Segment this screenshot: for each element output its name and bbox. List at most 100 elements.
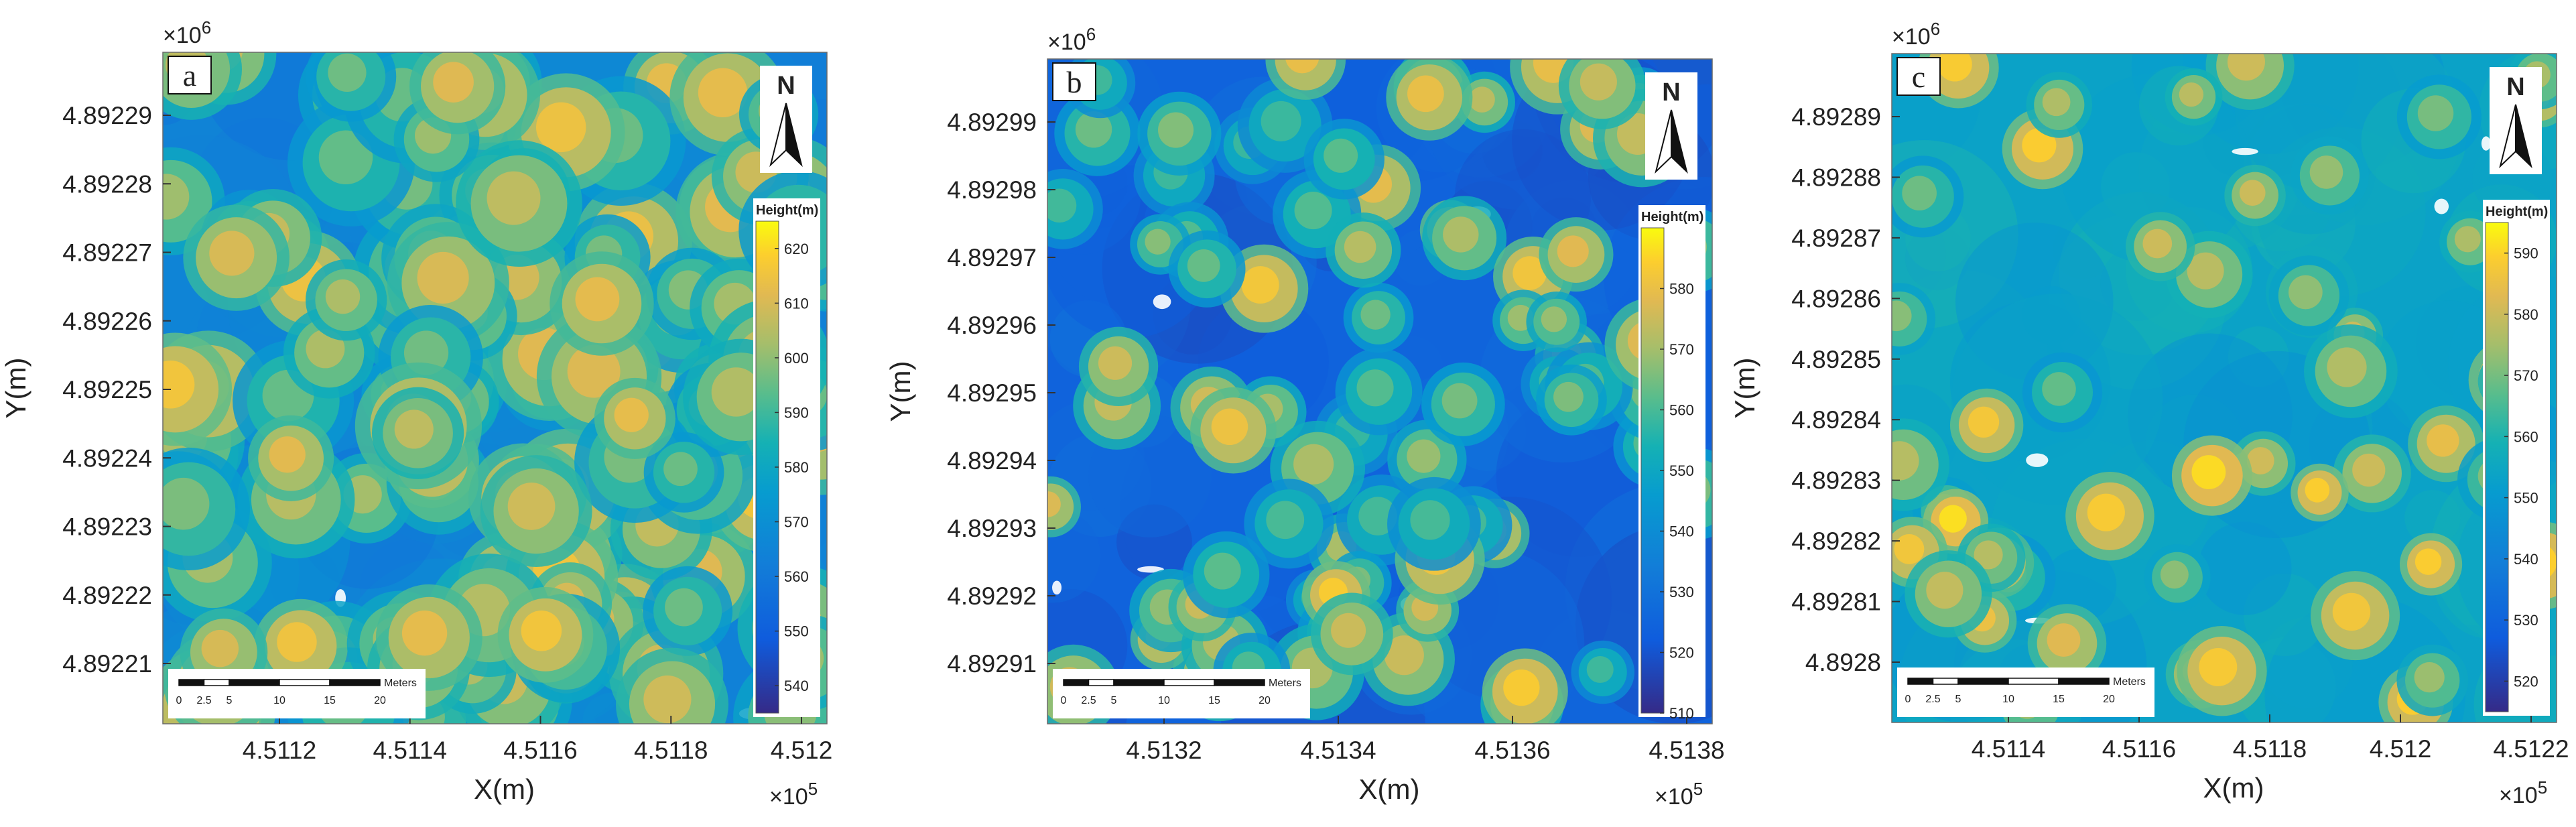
panel-label: c (1896, 57, 1941, 96)
tree-crown-top (2246, 447, 2274, 474)
tree-crown-top (1939, 505, 1967, 533)
scale-bar-tick: 10 (273, 695, 285, 706)
tree-crown-top (2042, 372, 2076, 406)
tree-crown-top (2332, 592, 2371, 631)
tree-crown (1421, 362, 1505, 446)
tree-crown (2291, 463, 2349, 522)
x-axis-label: X(m) (474, 773, 535, 805)
scale-bar-segment (2008, 678, 2059, 685)
tree-crown-top (2427, 424, 2459, 457)
tree-crown-top (2414, 548, 2442, 575)
x-tick-label: 4.5132 (1126, 737, 1202, 764)
scale-bar-bg (168, 669, 426, 718)
scale-bar-tick: 5 (1955, 694, 1961, 705)
scale-bar-segment (178, 679, 205, 686)
tree-crown-top (643, 675, 692, 724)
colorbar: Height(m) 590 580 570 560 550 540 530 520 (2483, 200, 2550, 716)
x-tick-label: 4.5122 (2493, 735, 2569, 763)
scale-bar-tick: 20 (2103, 694, 2115, 705)
tree-crown (2304, 324, 2398, 418)
tree-crown-top (1553, 381, 1584, 412)
tree-crown (1526, 291, 1587, 353)
x-tick-label: 4.5114 (373, 737, 447, 764)
x-tick-label: 4.5118 (2233, 735, 2307, 763)
tree-crown (2026, 72, 2093, 138)
scale-bar-tick: 2.5 (196, 695, 211, 706)
tree-crown-top (1892, 300, 1912, 332)
tree-crown-top (1384, 635, 1424, 676)
colorbar: Height(m) 580 570 560 550 540 530 520 510 (1638, 205, 1705, 722)
tree-crown (1422, 196, 1507, 281)
colorbar-tick-label: 560 (2514, 428, 2538, 445)
tree-crown (2165, 68, 2223, 126)
y-axis-label: Y(m) (0, 358, 31, 419)
tree-crown-top (665, 588, 703, 627)
colorbar: Height(m) 620 610 600 590 580 570 560 550 540 (753, 198, 820, 717)
colorbar-gradient (2485, 222, 2509, 712)
colorbar-tick-label: 570 (784, 514, 809, 531)
tree-crown (1539, 217, 1614, 292)
scale-bar-segment (1214, 679, 1265, 686)
tree-crown (1265, 59, 1346, 100)
colorbar-tick-label: 550 (784, 623, 809, 640)
x-tick-label: 4.5136 (1474, 737, 1550, 764)
y-tick-label: 4.89286 (1791, 285, 1881, 312)
tree-crown (1558, 59, 1646, 129)
y-tick-label: 4.89225 (62, 376, 152, 403)
tree-crown-top (2454, 226, 2481, 253)
tree-crown (2144, 544, 2211, 611)
scale-bar-segment (1088, 679, 1114, 686)
tree-crown (1310, 592, 1393, 676)
tree-crown-top (2187, 252, 2224, 290)
tree-crown (643, 432, 724, 513)
scale-bar-bg (1897, 667, 2154, 717)
tree-crown (2311, 571, 2400, 661)
x-multiplier-base: ×10 (769, 784, 808, 810)
scale-bar-segment (1907, 678, 1934, 685)
tree-crown-top (1503, 670, 1540, 706)
plot-frame (1891, 53, 2557, 723)
tree-crown-top (2087, 493, 2125, 531)
scale-bar-tick: 2.5 (1081, 695, 1096, 706)
data-gap (2434, 198, 2449, 214)
tree-crown-top (1266, 501, 1305, 539)
panel-label-text: b (1067, 65, 1082, 99)
colorbar-tick-label: 550 (1669, 462, 1694, 479)
panel-label-box (1052, 62, 1096, 101)
x-multiplier-exp: 5 (808, 779, 818, 799)
tree-crown-top (1098, 346, 1133, 380)
tree-crown (643, 566, 733, 656)
y-tick-label: 4.89221 (62, 650, 152, 678)
scale-bar-segment (329, 679, 381, 686)
scale-bar-tick: 10 (2002, 694, 2014, 705)
tree-crown-top (2239, 180, 2266, 206)
tree-crown (1303, 119, 1384, 200)
tree-crown (1387, 476, 1481, 571)
tree-crown-top (1974, 540, 2003, 570)
tree-crown-top (2142, 229, 2173, 259)
colorbar-tick-label: 590 (2514, 245, 2538, 262)
tree-crown (1190, 387, 1277, 474)
tree-crown (306, 52, 397, 122)
tree-crown-top (2417, 95, 2454, 131)
scale-bar-tick: 15 (324, 695, 336, 706)
tree-crown-top (1324, 138, 1358, 173)
y-axis-label: Y(m) (885, 361, 916, 422)
panel-label: a (168, 56, 212, 94)
x-multiplier: ×105 (1655, 779, 1703, 810)
tree-crown-top (1937, 54, 1972, 82)
tree-crown (1892, 283, 1936, 355)
tree-crown (2268, 255, 2349, 336)
y-multiplier: ×106 (163, 17, 211, 48)
tree-crown-top (2414, 661, 2445, 693)
tree-crown-top (1331, 613, 1366, 648)
colorbar-tick-label: 520 (2514, 673, 2538, 690)
tree-crown-top (1360, 300, 1391, 330)
x-tick-label: 4.5116 (2102, 735, 2176, 763)
tree-crown-top (1158, 112, 1194, 148)
north-arrow-letter: N (2506, 73, 2524, 101)
panel-label-box (168, 56, 212, 94)
y-multiplier-exp: 6 (202, 17, 211, 38)
x-tick-label: 4.5112 (243, 737, 316, 764)
